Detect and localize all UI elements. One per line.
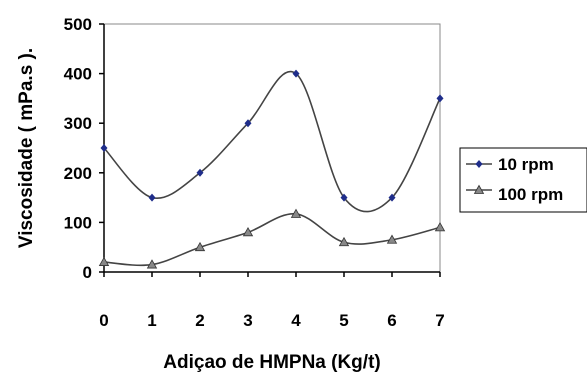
y-tick-label: 200 bbox=[64, 164, 92, 183]
x-tick-label: 4 bbox=[291, 311, 301, 330]
legend-box bbox=[459, 147, 587, 213]
legend-marker bbox=[475, 160, 483, 168]
data-point-2 bbox=[386, 234, 398, 244]
data-point-1 bbox=[100, 144, 108, 152]
data-point-2 bbox=[290, 208, 302, 218]
legend-marker bbox=[473, 184, 485, 194]
data-point-2 bbox=[146, 259, 158, 269]
data-point-1 bbox=[244, 119, 252, 128]
y-tick-label: 300 bbox=[64, 114, 92, 133]
x-axis-ticks: 0 1 2 3 4 5 6 7 bbox=[99, 272, 445, 330]
x-tick-label: 6 bbox=[387, 311, 396, 330]
y-tick-label: 100 bbox=[64, 213, 92, 232]
data-point-2 bbox=[338, 236, 350, 247]
data-point-1 bbox=[148, 193, 156, 202]
data-point-2 bbox=[242, 227, 254, 237]
x-tick-label: 7 bbox=[435, 311, 444, 330]
legend-label: 10 rpm bbox=[498, 155, 554, 174]
series-line-2 bbox=[103, 213, 441, 267]
x-tick-label: 5 bbox=[339, 311, 348, 330]
data-point-1 bbox=[388, 193, 396, 202]
data-point-1 bbox=[436, 94, 444, 103]
data-point-2 bbox=[98, 256, 110, 266]
x-axis-title: Adiçao de HMPNa (Kg/t) bbox=[163, 352, 380, 373]
data-point-2 bbox=[434, 222, 446, 232]
data-point-2 bbox=[194, 241, 206, 252]
series-layer bbox=[98, 69, 446, 269]
x-tick-label: 0 bbox=[99, 311, 108, 330]
y-tick-label: 0 bbox=[83, 263, 92, 282]
legend: 10 rpm 100 rpm bbox=[459, 147, 587, 213]
y-axis-ticks: 0 100 200 300 400 500 bbox=[64, 15, 104, 282]
x-tick-label: 3 bbox=[243, 311, 252, 330]
y-axis-title: Viscosidade ( mPa.s ). bbox=[16, 48, 37, 248]
legend-label: 100 rpm bbox=[498, 185, 563, 204]
plot-area bbox=[103, 23, 441, 273]
data-point-1 bbox=[196, 168, 204, 177]
data-point-1 bbox=[340, 193, 348, 202]
y-tick-label: 500 bbox=[64, 15, 92, 34]
x-tick-label: 1 bbox=[147, 311, 156, 330]
y-tick-label: 400 bbox=[64, 65, 92, 84]
data-point-1 bbox=[292, 69, 300, 78]
x-tick-label: 2 bbox=[195, 311, 204, 330]
